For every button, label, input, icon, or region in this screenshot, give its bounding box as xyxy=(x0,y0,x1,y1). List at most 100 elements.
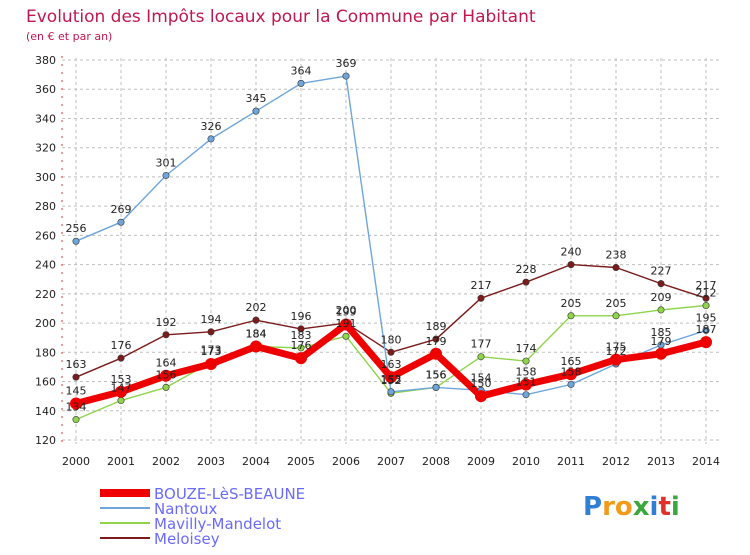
legend-label: Meloisey xyxy=(154,530,220,548)
logo-letter-i2: i xyxy=(671,492,680,522)
data-label: 228 xyxy=(516,263,537,276)
data-point xyxy=(385,371,397,384)
data-point xyxy=(610,353,622,366)
x-tick-label: 2004 xyxy=(242,455,270,468)
data-label: 175 xyxy=(606,341,627,354)
x-tick-label: 2006 xyxy=(332,455,360,468)
data-label: 151 xyxy=(516,376,537,389)
data-point xyxy=(297,344,305,352)
x-tick-label: 2013 xyxy=(647,455,675,468)
data-label: 152 xyxy=(381,374,402,387)
data-point xyxy=(612,264,620,272)
x-tick-label: 2000 xyxy=(62,455,90,468)
data-label: 158 xyxy=(516,365,537,378)
data-label: 156 xyxy=(426,368,447,381)
data-label: 184 xyxy=(246,327,267,340)
data-label: 165 xyxy=(561,355,582,368)
data-label: 185 xyxy=(651,326,672,339)
data-label: 184 xyxy=(246,327,267,340)
data-label: 205 xyxy=(561,297,582,310)
data-point xyxy=(655,347,667,360)
data-label: 240 xyxy=(561,246,582,259)
logo-letter-p: P xyxy=(583,492,602,522)
data-label: 269 xyxy=(111,203,132,216)
data-label: 154 xyxy=(471,371,492,384)
data-label: 200 xyxy=(336,304,357,317)
y-tick-label: 180 xyxy=(35,346,56,359)
data-point xyxy=(702,326,710,334)
data-label: 145 xyxy=(66,384,87,397)
data-label: 176 xyxy=(291,339,312,352)
data-label: 217 xyxy=(471,279,492,292)
data-point xyxy=(522,278,530,286)
logo-letter-i1: i xyxy=(650,492,659,522)
chart-subtitle: (en € et par an) xyxy=(26,30,112,43)
data-label: 369 xyxy=(336,57,357,70)
data-point xyxy=(70,397,82,410)
data-label: 238 xyxy=(606,249,627,262)
data-label: 196 xyxy=(291,310,312,323)
x-tick-label: 2011 xyxy=(557,455,585,468)
data-point xyxy=(117,354,125,362)
data-labels: 163 176 192 194 202 196 200 180 189 217 228 240 238 2… xyxy=(66,57,717,413)
data-point xyxy=(700,336,712,349)
data-label: 163 xyxy=(381,358,402,371)
data-point xyxy=(522,357,530,365)
data-point xyxy=(297,79,305,87)
data-point xyxy=(297,325,305,333)
data-label: 326 xyxy=(201,120,222,133)
data-label: 147 xyxy=(111,382,132,395)
x-tick-label: 2012 xyxy=(602,455,630,468)
y-tick-label: 220 xyxy=(35,288,56,301)
data-point xyxy=(342,72,350,80)
data-label: 156 xyxy=(426,368,447,381)
data-point xyxy=(340,318,352,331)
data-point xyxy=(115,385,127,398)
x-tick-label: 2010 xyxy=(512,455,540,468)
y-tick-label: 240 xyxy=(35,259,56,272)
data-label: 364 xyxy=(291,64,312,77)
data-label: 191 xyxy=(336,317,357,330)
y-tick-label: 200 xyxy=(35,317,56,330)
data-point xyxy=(252,107,260,115)
logo-letter-r: r xyxy=(602,492,615,522)
data-label: 177 xyxy=(471,338,492,351)
logo-letter-x: x xyxy=(633,492,650,522)
data-label: 134 xyxy=(66,401,87,414)
data-label: 180 xyxy=(381,333,402,346)
legend-label: Nantoux xyxy=(154,500,217,518)
data-label: 173 xyxy=(201,345,222,358)
x-tick-label: 2003 xyxy=(197,455,225,468)
y-tick-label: 360 xyxy=(35,83,56,96)
data-point xyxy=(72,237,80,245)
data-point xyxy=(160,369,172,382)
logo-text: Proxiti xyxy=(583,492,680,522)
data-point xyxy=(475,390,487,403)
data-label: 195 xyxy=(696,311,717,324)
data-label: 158 xyxy=(561,365,582,378)
axes: 120 140 160 180 200 220 240 260 280 300 320 340 360 3… xyxy=(35,54,720,468)
data-label: 256 xyxy=(66,222,87,235)
data-point xyxy=(432,383,440,391)
data-point xyxy=(432,335,440,343)
data-point xyxy=(250,340,262,353)
data-label: 202 xyxy=(246,301,267,314)
x-tick-label: 2005 xyxy=(287,455,315,468)
data-label: 199 xyxy=(336,306,357,319)
data-label: 192 xyxy=(156,316,177,329)
data-point xyxy=(567,261,575,269)
x-tick-label: 2002 xyxy=(152,455,180,468)
y-tick-label: 340 xyxy=(35,112,56,125)
chart-title: Evolution des Impôts locaux pour la Comm… xyxy=(26,7,536,27)
data-point xyxy=(117,218,125,226)
series-points xyxy=(70,72,712,424)
data-point xyxy=(702,294,710,302)
y-tick-label: 300 xyxy=(35,171,56,184)
data-label: 205 xyxy=(606,297,627,310)
y-tick-label: 120 xyxy=(35,434,56,447)
data-label: 173 xyxy=(201,344,222,357)
data-label: 345 xyxy=(246,92,267,105)
data-point xyxy=(522,391,530,399)
